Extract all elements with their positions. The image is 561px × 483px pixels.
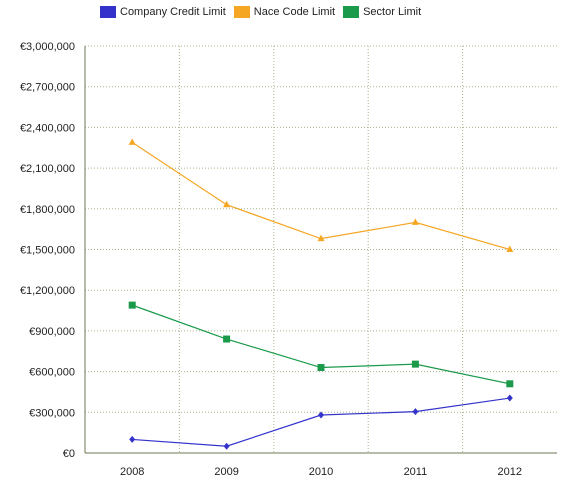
data-point-nace-code-limit	[128, 138, 136, 145]
y-tick-label: €1,500,000	[20, 245, 75, 257]
data-point-sector-limit	[411, 360, 419, 368]
legend-label-sector-limit: Sector Limit	[363, 6, 422, 18]
x-tick-label: 2009	[214, 466, 238, 478]
legend-label-company-credit-limit: Company Credit Limit	[120, 6, 226, 18]
data-point-sector-limit	[317, 364, 325, 372]
data-point-company-credit-limit	[412, 408, 419, 416]
y-tick-label: €600,000	[29, 367, 75, 379]
y-tick-label: €2,400,000	[20, 122, 75, 134]
data-point-sector-limit	[506, 380, 514, 388]
data-point-nace-code-limit	[411, 218, 419, 225]
y-tick-label: €3,000,000	[20, 41, 75, 53]
legend-item-company-credit-limit: Company Credit Limit	[100, 6, 226, 18]
x-tick-label: 2008	[120, 466, 144, 478]
y-tick-label: €300,000	[29, 407, 75, 419]
x-tick-label: 2012	[498, 466, 522, 478]
y-tick-label: €0	[63, 448, 75, 460]
data-point-company-credit-limit	[129, 435, 136, 443]
y-tick-label: €2,100,000	[20, 163, 75, 175]
y-tick-label: €900,000	[29, 326, 75, 338]
data-point-sector-limit	[223, 335, 231, 343]
data-point-nace-code-limit	[506, 245, 514, 252]
data-point-sector-limit	[128, 301, 136, 309]
x-tick-label: 2011	[404, 466, 428, 478]
data-point-nace-code-limit	[223, 200, 231, 208]
legend-item-nace-code-limit: Nace Code Limit	[233, 6, 336, 18]
data-point-company-credit-limit	[318, 411, 324, 419]
y-tick-label: €1,200,000	[20, 285, 75, 297]
plot-area	[85, 46, 557, 453]
y-tick-label: €2,700,000	[20, 82, 75, 94]
data-point-nace-code-limit	[317, 234, 325, 242]
data-point-company-credit-limit	[506, 394, 513, 402]
x-tick-label: 2010	[309, 466, 333, 478]
data-point-company-credit-limit	[223, 442, 230, 450]
legend-swatch-nace-code-limit	[233, 6, 250, 18]
legend-swatch-sector-limit	[343, 6, 360, 18]
y-tick-label: €1,800,000	[20, 204, 75, 216]
legend: Company Credit Limit Nace Code Limit Sec…	[100, 6, 421, 18]
legend-item-sector-limit: Sector Limit	[343, 6, 421, 18]
legend-swatch-company-credit-limit	[100, 6, 116, 18]
legend-label-nace-code-limit: Nace Code Limit	[253, 6, 336, 18]
